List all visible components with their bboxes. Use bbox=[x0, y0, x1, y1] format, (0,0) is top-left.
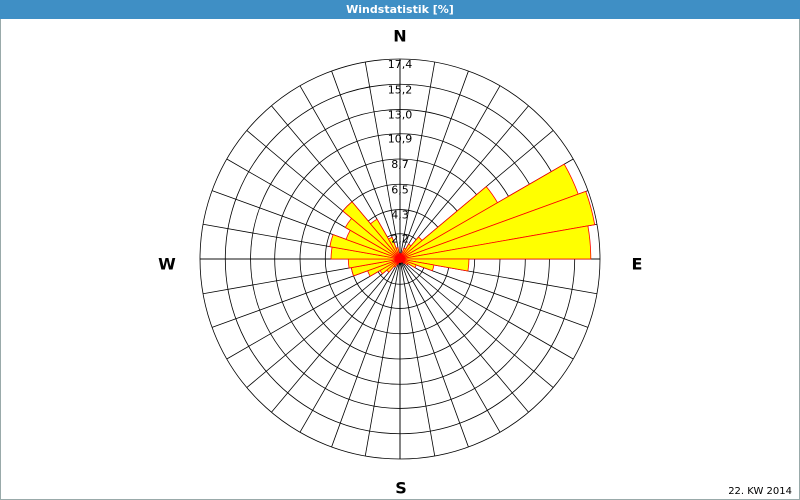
wedge bbox=[369, 218, 401, 260]
r-tick-label: 4,3 bbox=[391, 209, 409, 222]
wedge bbox=[399, 225, 592, 260]
wedge bbox=[342, 201, 401, 260]
r-tick-label: 15,2 bbox=[388, 83, 413, 96]
wedge bbox=[387, 236, 401, 260]
footer: 22. KW 2014 bbox=[728, 486, 792, 497]
wedge bbox=[399, 190, 596, 260]
compass-s: S bbox=[395, 479, 407, 498]
compass-n: N bbox=[393, 27, 406, 46]
compass-w: W bbox=[158, 255, 176, 274]
wedge bbox=[395, 247, 401, 260]
chart-title: Windstatistik [%] bbox=[346, 3, 454, 16]
r-tick-label: 2,2 bbox=[391, 233, 409, 246]
r-tick-label: 17,4 bbox=[388, 58, 413, 71]
compass-e: E bbox=[632, 255, 643, 274]
title-bar bbox=[0, 0, 800, 19]
r-tick-label: 6,5 bbox=[391, 183, 409, 196]
wedge bbox=[398, 252, 401, 260]
r-tick-label: 13,0 bbox=[388, 109, 413, 122]
labels: 2,2 4,3 6,5 8,7 10,9 13,0 15,2 17,4 bbox=[388, 58, 413, 246]
wedges bbox=[329, 163, 596, 277]
ring bbox=[199, 58, 601, 460]
r-tick-label: 8,7 bbox=[391, 158, 409, 171]
r-tick-label: 10,9 bbox=[388, 133, 413, 146]
